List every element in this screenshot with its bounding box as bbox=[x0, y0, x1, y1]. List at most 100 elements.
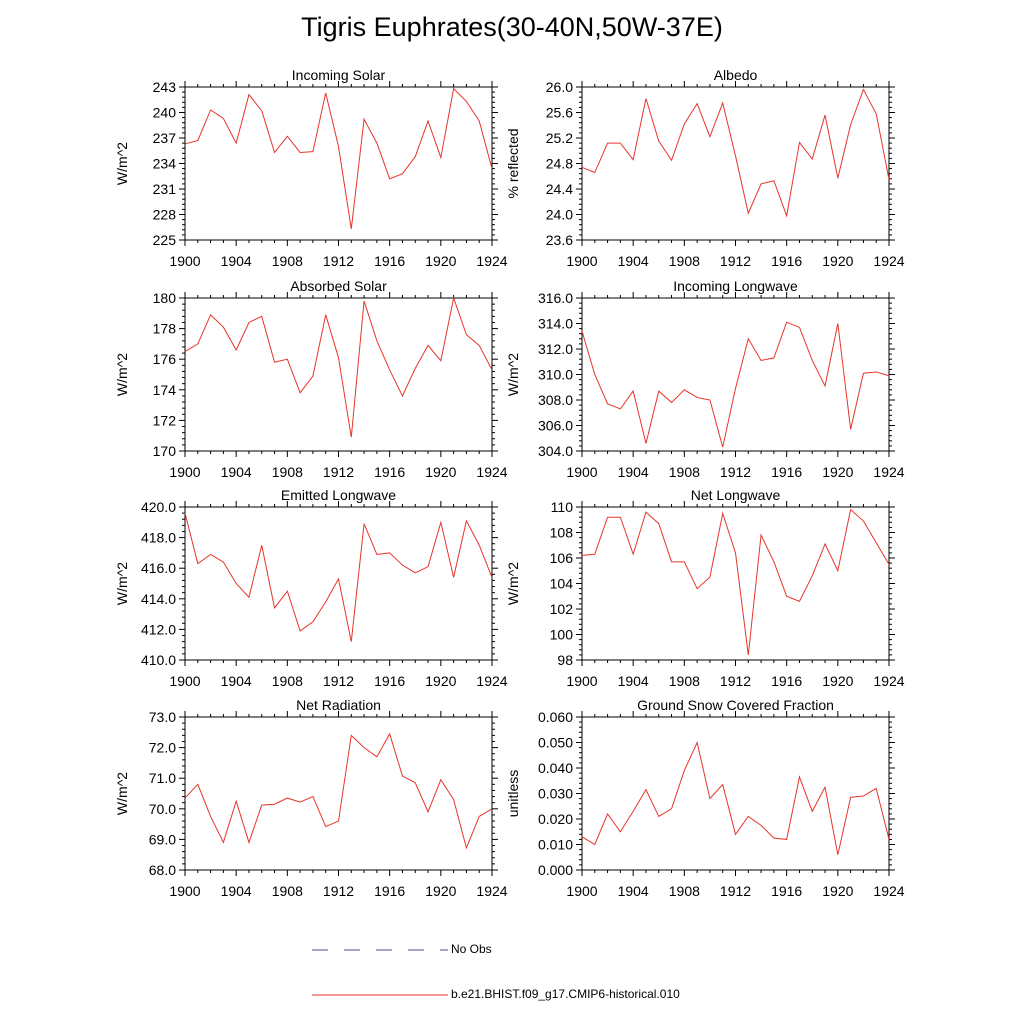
panel-4-xtick-label: 1900 bbox=[566, 464, 597, 480]
panel-7-xtick-label: 1912 bbox=[323, 883, 354, 899]
panel-7-ytick-label: 72.0 bbox=[149, 740, 176, 756]
panel-2-ytick-label: 25.2 bbox=[546, 130, 573, 146]
panel-8-series-line bbox=[581, 740, 890, 855]
panel-2-xtick-label: 1908 bbox=[669, 253, 700, 269]
panel-3-ytick-label: 170 bbox=[153, 443, 177, 459]
panel-2-ytick-label: 24.4 bbox=[546, 181, 573, 197]
panel-2-title: Albedo bbox=[714, 67, 758, 83]
panel-5-ytick-label: 412.0 bbox=[141, 621, 176, 637]
panel-7-frame bbox=[184, 716, 493, 871]
panel-5-title: Emitted Longwave bbox=[281, 487, 396, 503]
panel-4-ytick-label: 310.0 bbox=[538, 367, 573, 383]
legend-label-no-obs: No Obs bbox=[451, 942, 492, 956]
panel-5-xtick-label: 1924 bbox=[476, 673, 507, 689]
panel-6-ytick-label: 108 bbox=[550, 525, 574, 541]
panel-5-xtick-label: 1912 bbox=[323, 673, 354, 689]
panel-5-xtick-label: 1908 bbox=[272, 673, 303, 689]
panel-5-xtick-label: 1900 bbox=[169, 673, 200, 689]
panel-2-ytick-label: 25.6 bbox=[546, 105, 573, 121]
panel-3-xtick-label: 1924 bbox=[476, 464, 507, 480]
panel-4-ytick-label: 304.0 bbox=[538, 443, 573, 459]
panel-6-ytick-label: 106 bbox=[550, 550, 574, 566]
panel-6-series-line bbox=[581, 508, 890, 655]
panel-7-ytick-label: 70.0 bbox=[149, 801, 176, 817]
panel-4-xtick-label: 1904 bbox=[618, 464, 649, 480]
panel-5-xtick-label: 1904 bbox=[221, 673, 252, 689]
legend-item-no-obs: No Obs bbox=[0, 940, 1024, 960]
panel-1-frame bbox=[184, 86, 493, 241]
panel-1-ytick-label: 225 bbox=[153, 232, 177, 248]
panel-2-xtick-label: 1916 bbox=[771, 253, 802, 269]
panel-1-xtick-label: 1924 bbox=[476, 253, 507, 269]
panel-5-ytick-label: 420.0 bbox=[141, 499, 176, 515]
panel-1-xtick-label: 1900 bbox=[169, 253, 200, 269]
panel-3-ylabel: W/m^2 bbox=[114, 353, 130, 396]
panel-1-ytick-label: 240 bbox=[153, 105, 177, 121]
panel-4-frame bbox=[581, 297, 890, 452]
panel-4-ytick-label: 316.0 bbox=[538, 290, 573, 306]
panel-2-frame bbox=[581, 86, 890, 241]
panel-1-xtick-label: 1920 bbox=[425, 253, 456, 269]
panel-8-xtick-label: 1904 bbox=[618, 883, 649, 899]
panel-8-ytick-label: 0.060 bbox=[538, 709, 573, 725]
panel-2-xtick-label: 1920 bbox=[822, 253, 853, 269]
panel-6-xtick-label: 1908 bbox=[669, 673, 700, 689]
panel-1-series-line bbox=[184, 87, 493, 230]
panel-4-xtick-label: 1908 bbox=[669, 464, 700, 480]
panel-1-xtick-label: 1916 bbox=[374, 253, 405, 269]
panel-2-ytick-label: 23.6 bbox=[546, 232, 573, 248]
panel-3-xtick-label: 1916 bbox=[374, 464, 405, 480]
panel-7-xtick-label: 1924 bbox=[476, 883, 507, 899]
panel-8-ytick-label: 0.010 bbox=[538, 837, 573, 853]
panel-8-xtick-label: 1916 bbox=[771, 883, 802, 899]
panel-6-ytick-label: 104 bbox=[550, 576, 574, 592]
panel-8-ytick-label: 0.020 bbox=[538, 811, 573, 827]
panel-8-xtick-label: 1900 bbox=[566, 883, 597, 899]
panel-2-ytick-label: 24.8 bbox=[546, 156, 573, 172]
panel-1-ytick-label: 234 bbox=[153, 156, 177, 172]
panel-1-ytick-label: 228 bbox=[153, 207, 177, 223]
panel-8-xtick-label: 1908 bbox=[669, 883, 700, 899]
panel-3-ytick-label: 172 bbox=[153, 412, 177, 428]
panel-4-ytick-label: 306.0 bbox=[538, 418, 573, 434]
panel-5-ylabel: W/m^2 bbox=[114, 562, 130, 605]
panel-6-title: Net Longwave bbox=[691, 487, 781, 503]
panel-7-series-line bbox=[184, 732, 493, 850]
panel-8-xtick-label: 1920 bbox=[822, 883, 853, 899]
panel-2-xtick-label: 1912 bbox=[720, 253, 751, 269]
panel-7-ytick-label: 73.0 bbox=[149, 709, 176, 725]
panel-2-ytick-label: 26.0 bbox=[546, 79, 573, 95]
panel-3-frame bbox=[184, 297, 493, 452]
panel-5-series-line bbox=[184, 512, 493, 642]
panel-3-series-line bbox=[184, 296, 493, 438]
panel-6-ytick-label: 102 bbox=[550, 601, 574, 617]
panel-4-ylabel: W/m^2 bbox=[505, 353, 521, 396]
panel-6-ytick-label: 98 bbox=[557, 652, 573, 668]
panel-2-xtick-label: 1900 bbox=[566, 253, 597, 269]
panel-8-xtick-label: 1912 bbox=[720, 883, 751, 899]
panel-6-xtick-label: 1924 bbox=[873, 673, 904, 689]
panel-8-title: Ground Snow Covered Fraction bbox=[637, 697, 834, 713]
panel-7-xtick-label: 1900 bbox=[169, 883, 200, 899]
panel-7-xtick-label: 1916 bbox=[374, 883, 405, 899]
panel-2-xtick-label: 1904 bbox=[618, 253, 649, 269]
panel-5-ytick-label: 410.0 bbox=[141, 652, 176, 668]
panel-7-xtick-label: 1908 bbox=[272, 883, 303, 899]
panel-8-ytick-label: 0.030 bbox=[538, 786, 573, 802]
panel-8-frame bbox=[581, 716, 890, 871]
panel-5-ytick-label: 418.0 bbox=[141, 530, 176, 546]
panel-6-xtick-label: 1920 bbox=[822, 673, 853, 689]
panel-3-ytick-label: 178 bbox=[153, 321, 177, 337]
panel-6-xtick-label: 1904 bbox=[618, 673, 649, 689]
panel-7-ytick-label: 71.0 bbox=[149, 770, 176, 786]
panel-8-ytick-label: 0.000 bbox=[538, 862, 573, 878]
panel-1-ylabel: W/m^2 bbox=[114, 142, 130, 185]
panel-6-frame bbox=[581, 506, 890, 661]
panel-3-title: Absorbed Solar bbox=[290, 278, 387, 294]
panel-4-ytick-label: 308.0 bbox=[538, 392, 573, 408]
panel-8-ylabel: unitless bbox=[505, 770, 521, 817]
panel-3-xtick-label: 1904 bbox=[221, 464, 252, 480]
panel-7-xtick-label: 1920 bbox=[425, 883, 456, 899]
legend-item-model-run: b.e21.BHIST.f09_g17.CMIP6-historical.010 bbox=[0, 985, 1024, 1005]
